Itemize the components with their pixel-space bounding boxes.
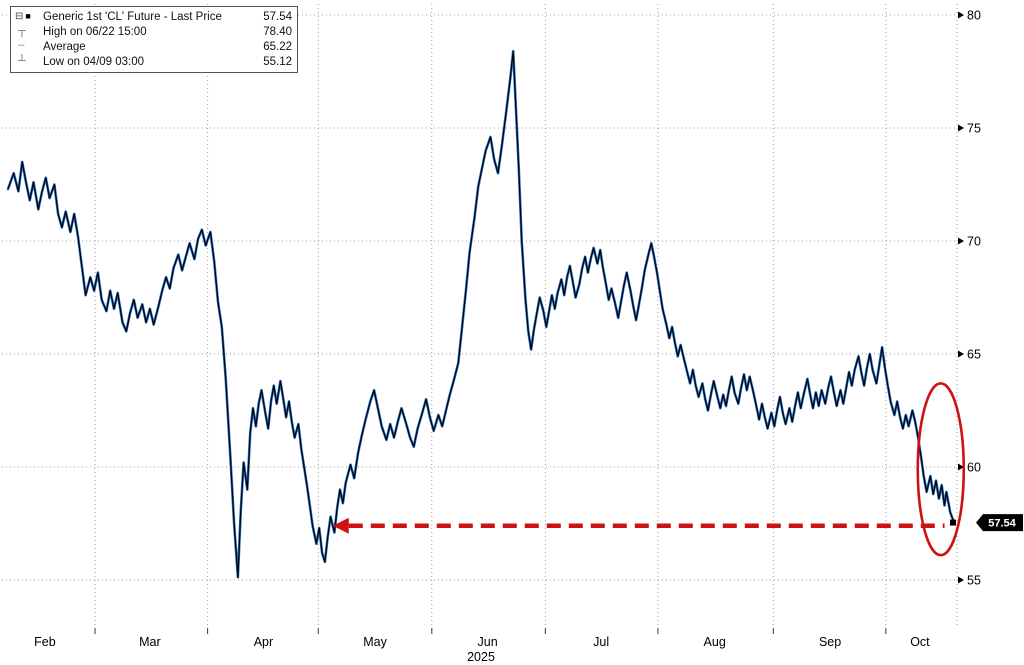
low-label: Low on 04/09 03:00 xyxy=(43,55,145,68)
x-axis-month-label: Apr xyxy=(254,635,273,649)
price-line-black xyxy=(7,50,955,578)
y-axis-label: 55 xyxy=(967,574,981,588)
axis-tick-arrow-icon xyxy=(958,237,964,245)
high-label: High on 06/22 15:00 xyxy=(43,25,147,38)
low-marker-icon: ┴ xyxy=(18,55,26,67)
x-axis-month-label: Jun xyxy=(478,635,498,649)
axis-tick-arrow-icon xyxy=(958,463,964,471)
x-axis-month-label: Feb xyxy=(34,635,56,649)
x-axis-month-label: Oct xyxy=(910,635,930,649)
legend-row-last-price: ⊟ ■ Generic 1st 'CL' Future - Last Price… xyxy=(15,9,292,24)
axis-tick-arrow-icon xyxy=(958,350,964,358)
y-axis-label: 70 xyxy=(967,235,981,249)
legend-row-high: ┬ High on 06/22 15:00 78.40 xyxy=(15,24,292,39)
average-marker-icon: ┄ xyxy=(18,40,25,52)
price-line-blue xyxy=(6,49,956,579)
x-axis-month-label: May xyxy=(363,635,387,649)
last-price-tag xyxy=(976,514,1023,532)
legend-row-low: ┴ Low on 04/09 03:00 55.12 xyxy=(15,54,292,69)
legend-box: ⊟ ■ Generic 1st 'CL' Future - Last Price… xyxy=(10,6,298,73)
last-price-tag-value: 57.54 xyxy=(988,518,1016,530)
last-price-value: 57.54 xyxy=(263,10,292,23)
y-axis-label: 65 xyxy=(967,348,981,362)
axis-tick-arrow-icon xyxy=(958,124,964,132)
red-circle-annotation xyxy=(916,382,966,557)
high-value: 78.40 xyxy=(263,25,292,38)
x-axis-month-label: Sep xyxy=(819,635,841,649)
red-arrowhead-icon xyxy=(332,517,349,534)
x-axis-month-label: Mar xyxy=(139,635,161,649)
average-label: Average xyxy=(43,40,86,53)
average-value: 65.22 xyxy=(263,40,292,53)
series-title: Generic 1st 'CL' Future - Last Price xyxy=(43,10,222,23)
y-axis-label: 80 xyxy=(967,9,981,23)
axis-tick-arrow-icon xyxy=(958,11,964,19)
series-marker-icon: ■ xyxy=(25,11,31,21)
y-axis-label: 75 xyxy=(967,122,981,136)
high-marker-icon: ┬ xyxy=(18,25,26,37)
legend-row-average: ┄ Average 65.22 xyxy=(15,39,292,54)
axis-tick-arrow-icon xyxy=(958,576,964,584)
x-axis-month-label: Aug xyxy=(704,635,726,649)
x-axis-year-label: 2025 xyxy=(467,650,495,664)
last-price-dot xyxy=(950,519,956,526)
low-value: 55.12 xyxy=(263,55,292,68)
x-axis-month-label: Jul xyxy=(593,635,609,649)
legend-collapse-icon[interactable]: ⊟ xyxy=(15,10,24,22)
y-axis-label: 60 xyxy=(967,461,981,475)
